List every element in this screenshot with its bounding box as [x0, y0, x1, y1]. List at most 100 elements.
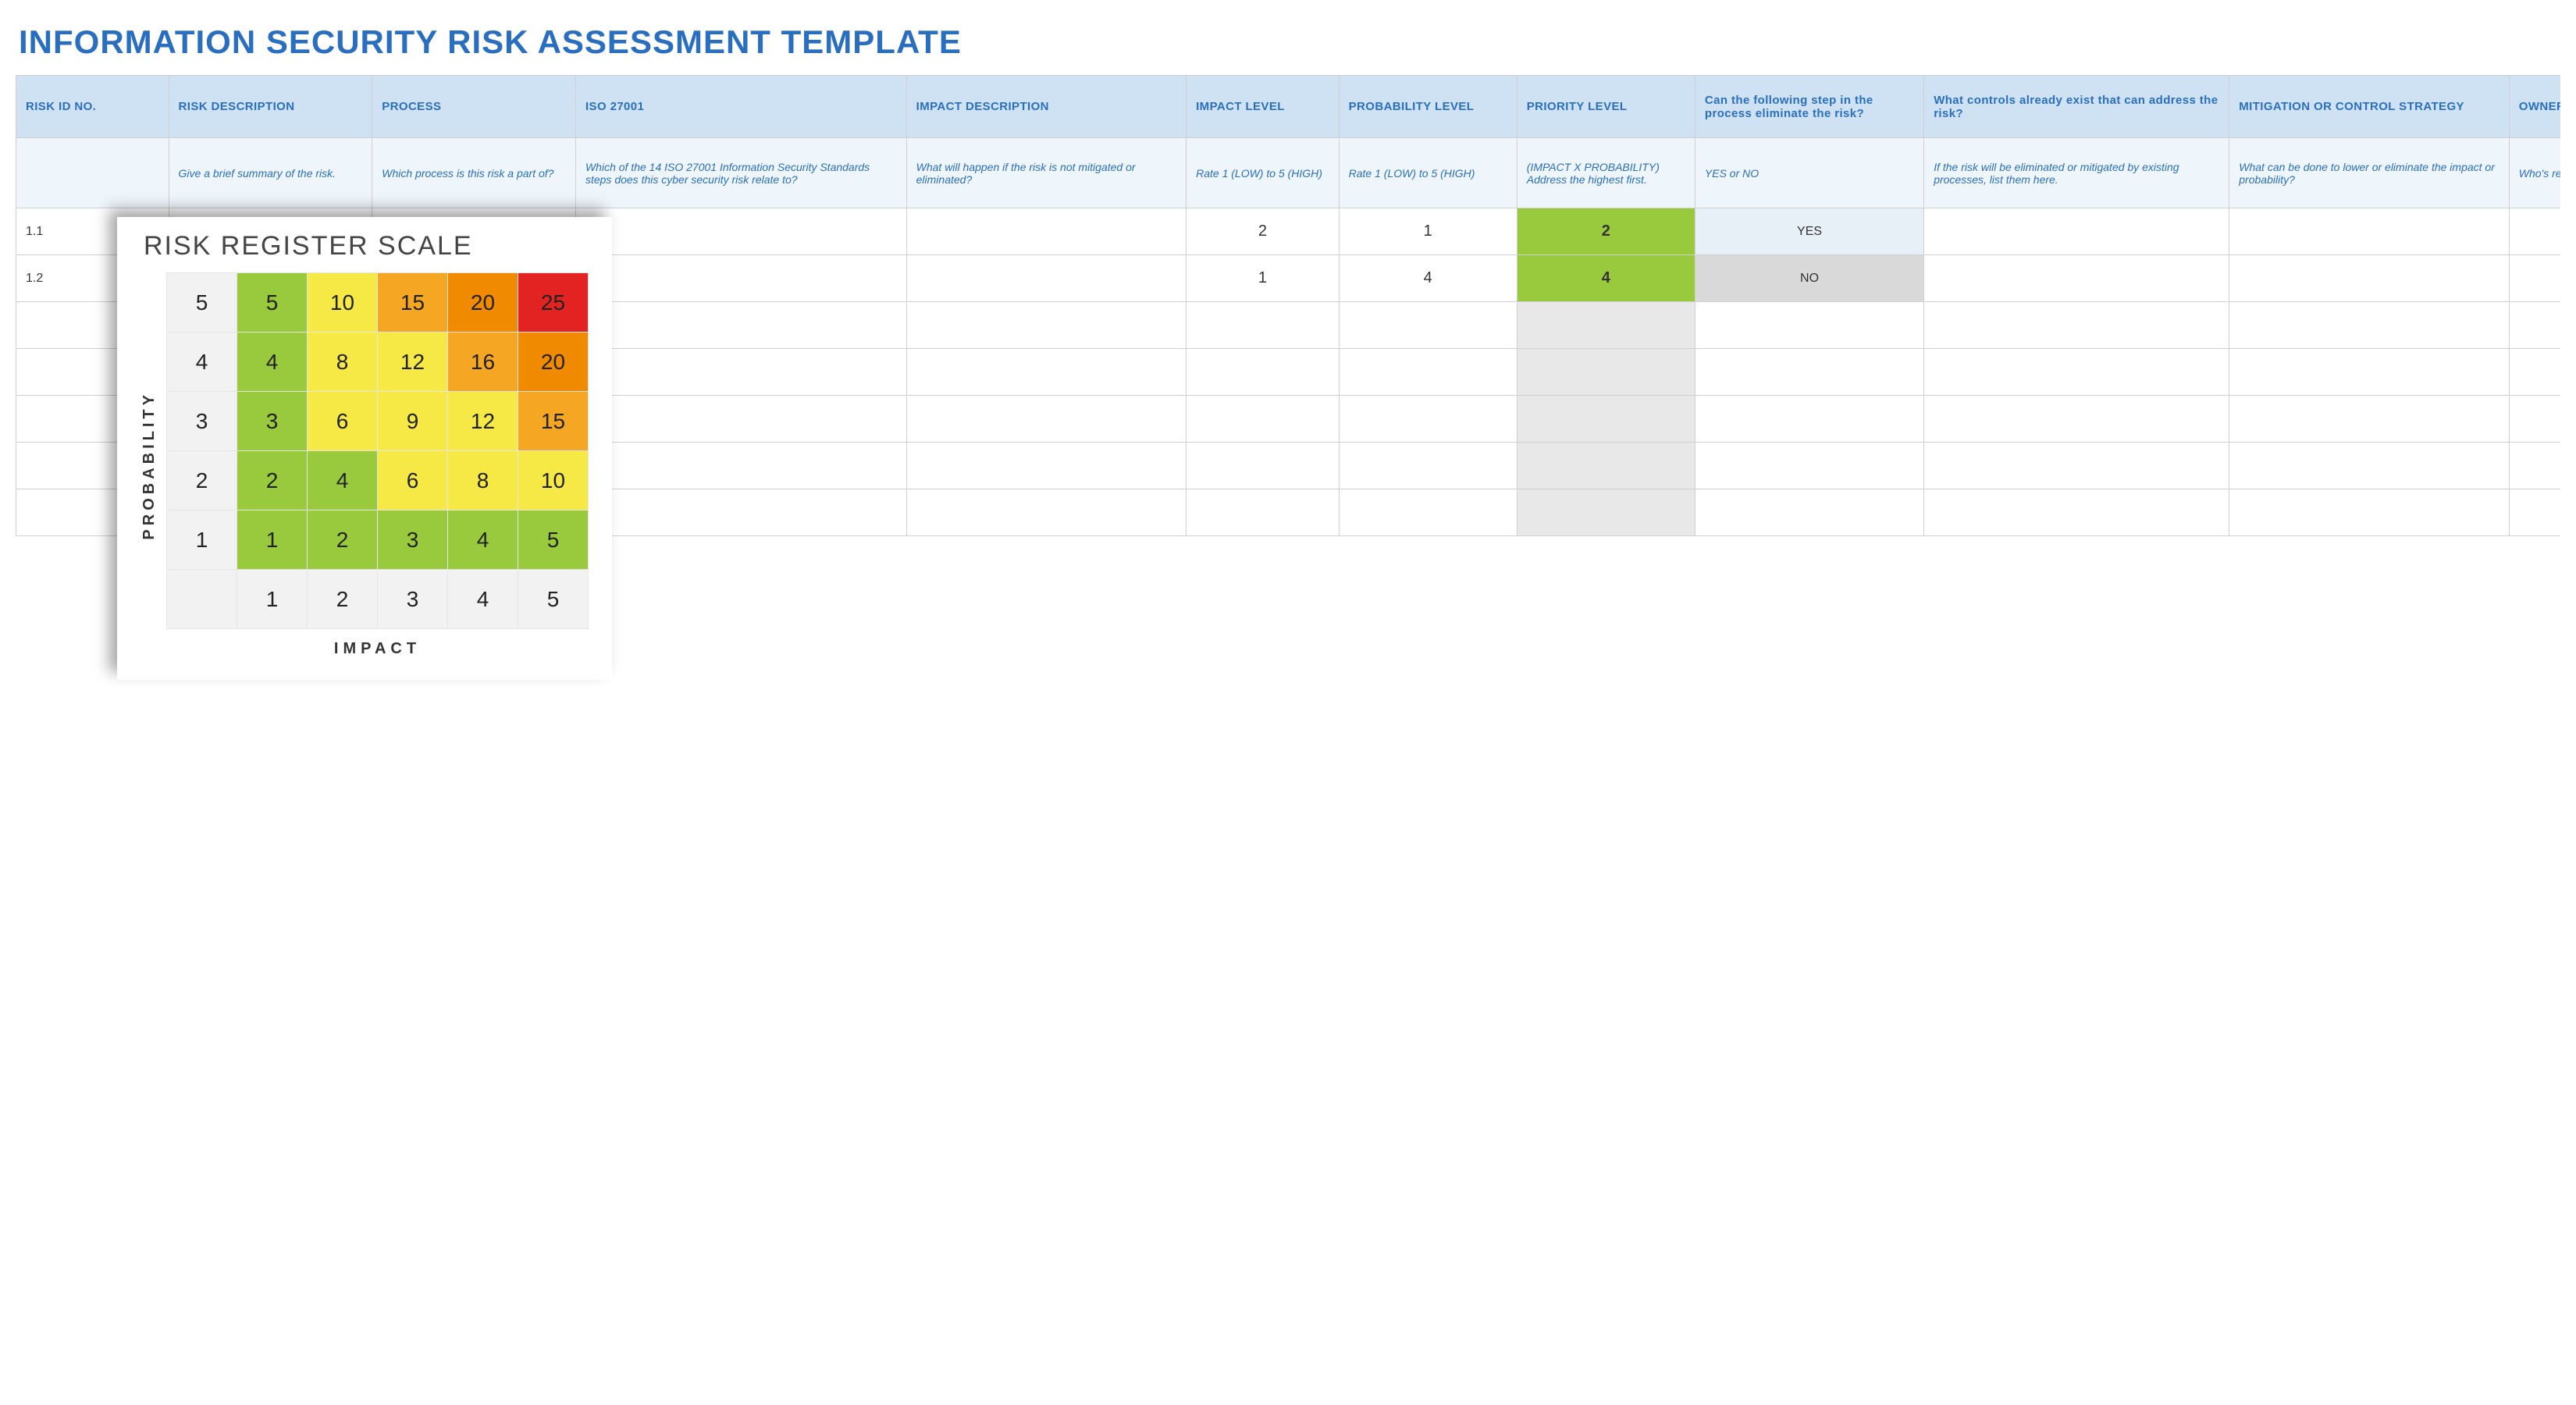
matrix-cell: 8 — [448, 451, 518, 510]
cell-mitigation[interactable] — [2229, 443, 2509, 489]
cell-impact[interactable] — [1187, 302, 1340, 349]
cell-impact_desc[interactable] — [906, 489, 1186, 536]
matrix-cell: 12 — [448, 392, 518, 451]
cell-mitigation[interactable] — [2229, 255, 2509, 302]
cell-mitigation[interactable] — [2229, 208, 2509, 255]
cell-iso[interactable] — [575, 489, 906, 536]
cell-impact[interactable] — [1187, 396, 1340, 443]
cell-impact_desc[interactable] — [906, 349, 1186, 396]
cell-impact[interactable] — [1187, 489, 1340, 536]
risk-register-card: RISK REGISTER SCALE PROBABILITY 55101520… — [117, 217, 612, 680]
cell-prob[interactable]: 1 — [1339, 208, 1517, 255]
cell-impact_desc[interactable] — [906, 255, 1186, 302]
cell-controls[interactable] — [1924, 443, 2229, 489]
matrix-cell: 4 — [237, 333, 308, 392]
cell-iso[interactable] — [575, 443, 906, 489]
matrix-cell: 16 — [448, 333, 518, 392]
cell-iso[interactable] — [575, 396, 906, 443]
column-header-prob: PROBABILITY LEVEL — [1339, 76, 1517, 138]
cell-prob[interactable] — [1339, 349, 1517, 396]
column-hint-priority: (IMPACT X PROBABILITY) Address the highe… — [1517, 138, 1695, 208]
matrix-impact-axis: 1 — [237, 570, 308, 629]
cell-iso[interactable] — [575, 255, 906, 302]
cell-prob[interactable] — [1339, 489, 1517, 536]
column-header-impact: IMPACT LEVEL — [1187, 76, 1340, 138]
column-header-impact_desc: IMPACT DESCRIPTION — [906, 76, 1186, 138]
cell-impact_desc[interactable] — [906, 302, 1186, 349]
column-hint-desc: Give a brief summary of the risk. — [169, 138, 372, 208]
cell-prob[interactable] — [1339, 443, 1517, 489]
cell-iso[interactable] — [575, 302, 906, 349]
cell-priority[interactable]: 4 — [1517, 255, 1695, 302]
matrix-prob-axis: 3 — [167, 392, 237, 451]
cell-owner[interactable] — [2509, 302, 2560, 349]
cell-priority[interactable] — [1517, 396, 1695, 443]
cell-impact_desc[interactable] — [906, 443, 1186, 489]
column-hint-process: Which process is this risk a part of? — [372, 138, 576, 208]
matrix-cell: 3 — [237, 392, 308, 451]
cell-priority[interactable] — [1517, 489, 1695, 536]
cell-owner[interactable] — [2509, 208, 2560, 255]
cell-prob[interactable] — [1339, 396, 1517, 443]
cell-mitigation[interactable] — [2229, 302, 2509, 349]
cell-mitigation[interactable] — [2229, 489, 2509, 536]
cell-eliminate[interactable] — [1695, 443, 1923, 489]
cell-controls[interactable] — [1924, 396, 2229, 443]
cell-impact[interactable] — [1187, 443, 1340, 489]
header-row: RISK ID NO.RISK DESCRIPTIONPROCESSISO 27… — [16, 76, 2561, 138]
cell-impact_desc[interactable] — [906, 396, 1186, 443]
matrix-cell: 3 — [378, 510, 448, 570]
cell-eliminate[interactable] — [1695, 489, 1923, 536]
column-header-iso: ISO 27001 — [575, 76, 906, 138]
cell-owner[interactable] — [2509, 396, 2560, 443]
column-header-priority: PRIORITY LEVEL — [1517, 76, 1695, 138]
matrix-cell: 4 — [308, 451, 378, 510]
cell-mitigation[interactable] — [2229, 349, 2509, 396]
matrix-cell: 6 — [378, 451, 448, 510]
cell-iso[interactable] — [575, 349, 906, 396]
cell-priority[interactable] — [1517, 302, 1695, 349]
matrix-cell: 8 — [308, 333, 378, 392]
column-header-mitigation: MITIGATION OR CONTROL STRATEGY — [2229, 76, 2509, 138]
matrix-impact-axis: 3 — [378, 570, 448, 629]
matrix-cell: 1 — [237, 510, 308, 570]
risk-register-title: RISK REGISTER SCALE — [144, 231, 589, 261]
page-title: INFORMATION SECURITY RISK ASSESSMENT TEM… — [19, 23, 2560, 61]
cell-owner[interactable] — [2509, 489, 2560, 536]
cell-impact[interactable]: 2 — [1187, 208, 1340, 255]
cell-impact_desc[interactable] — [906, 208, 1186, 255]
matrix-cell: 5 — [237, 273, 308, 333]
cell-controls[interactable] — [1924, 302, 2229, 349]
cell-impact[interactable] — [1187, 349, 1340, 396]
cell-priority[interactable]: 2 — [1517, 208, 1695, 255]
column-hint-impact: Rate 1 (LOW) to 5 (HIGH) — [1187, 138, 1340, 208]
cell-eliminate[interactable]: YES — [1695, 208, 1923, 255]
cell-controls[interactable] — [1924, 349, 2229, 396]
cell-iso[interactable] — [575, 208, 906, 255]
cell-owner[interactable] — [2509, 443, 2560, 489]
cell-controls[interactable] — [1924, 489, 2229, 536]
matrix-cell: 25 — [518, 273, 589, 333]
matrix-cell: 4 — [448, 510, 518, 570]
cell-controls[interactable] — [1924, 208, 2229, 255]
column-hint-impact_desc: What will happen if the risk is not miti… — [906, 138, 1186, 208]
cell-eliminate[interactable] — [1695, 396, 1923, 443]
matrix-prob-axis: 5 — [167, 273, 237, 333]
cell-priority[interactable] — [1517, 443, 1695, 489]
cell-mitigation[interactable] — [2229, 396, 2509, 443]
column-header-eliminate: Can the following step in the process el… — [1695, 76, 1923, 138]
cell-eliminate[interactable]: NO — [1695, 255, 1923, 302]
matrix-cell: 6 — [308, 392, 378, 451]
cell-priority[interactable] — [1517, 349, 1695, 396]
cell-controls[interactable] — [1924, 255, 2229, 302]
cell-owner[interactable] — [2509, 255, 2560, 302]
cell-impact[interactable]: 1 — [1187, 255, 1340, 302]
matrix-prob-axis: 4 — [167, 333, 237, 392]
cell-prob[interactable] — [1339, 302, 1517, 349]
column-header-process: PROCESS — [372, 76, 576, 138]
cell-eliminate[interactable] — [1695, 349, 1923, 396]
cell-prob[interactable]: 4 — [1339, 255, 1517, 302]
matrix-impact-axis: 2 — [308, 570, 378, 629]
cell-eliminate[interactable] — [1695, 302, 1923, 349]
cell-owner[interactable] — [2509, 349, 2560, 396]
